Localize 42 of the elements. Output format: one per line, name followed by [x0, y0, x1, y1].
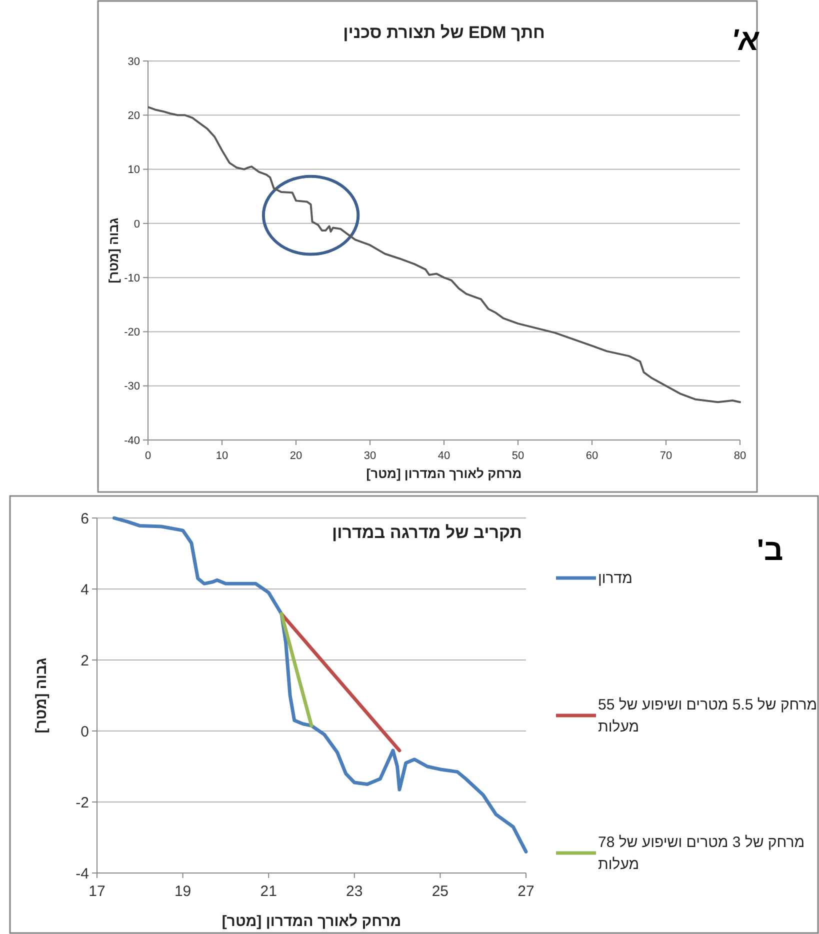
chart-title: חתך EDM של תצורת סכנין — [343, 23, 545, 42]
x-axis-title: מרחק לאורך המדרון [מטר] — [366, 466, 522, 481]
x-tick-label: 60 — [586, 450, 598, 462]
y-tick-label: 6 — [80, 510, 89, 528]
y-tick-label: 0 — [80, 723, 89, 740]
y-tick-label: -2 — [76, 794, 89, 812]
y-tick-label: 2 — [80, 652, 89, 670]
text: ב' — [756, 534, 784, 567]
y-tick-label: 0 — [134, 218, 140, 230]
x-tick-label: 25 — [432, 883, 449, 900]
y-tick-label: -20 — [124, 326, 140, 339]
y-tick-label: -40 — [124, 434, 140, 447]
line-series — [148, 106, 741, 404]
x-tick-label: 21 — [260, 883, 277, 900]
y-tick-label: -4 — [76, 865, 89, 882]
x-axis-title: מרחק לאורך המדרון [מטר] — [222, 913, 402, 930]
y-tick-label: 30 — [128, 56, 140, 68]
x-tick-label: 17 — [88, 883, 106, 900]
x-tick-label: 10 — [216, 450, 228, 462]
x-tick-label: 50 — [512, 450, 524, 462]
x-tick-label: 23 — [346, 883, 363, 900]
line-series — [112, 516, 528, 854]
x-tick-label: 20 — [290, 450, 302, 462]
y-tick-label: 10 — [128, 164, 140, 176]
legend-label: מדרון — [598, 570, 632, 587]
x-tick-label: 30 — [364, 450, 376, 462]
x-tick-label: 40 — [438, 450, 450, 462]
legend-label: מרחק של 5.5 מטרים ושיפוע של 55 מעלות — [598, 696, 818, 736]
chart-title: תקריב של מדרגה במדרון — [332, 523, 522, 542]
y-tick-label: -30 — [124, 380, 140, 393]
x-tick-label: 0 — [144, 450, 152, 462]
y-tick-label: -10 — [124, 272, 140, 284]
y-tick-label: 4 — [80, 581, 89, 598]
x-tick-label: 70 — [660, 450, 672, 462]
y-axis-title: גבוה [מטר] — [106, 218, 121, 284]
x-tick-label: 27 — [518, 883, 534, 900]
legend-label: מרחק של 3 מטרים ושיפוע של 78 מעלות — [598, 834, 805, 873]
y-axis-title: גבוה [מטר] — [33, 658, 50, 734]
x-tick-label: 80 — [734, 450, 746, 462]
y-tick-label: 20 — [128, 110, 140, 122]
text: א' — [731, 24, 760, 57]
x-tick-label: 19 — [174, 883, 192, 900]
